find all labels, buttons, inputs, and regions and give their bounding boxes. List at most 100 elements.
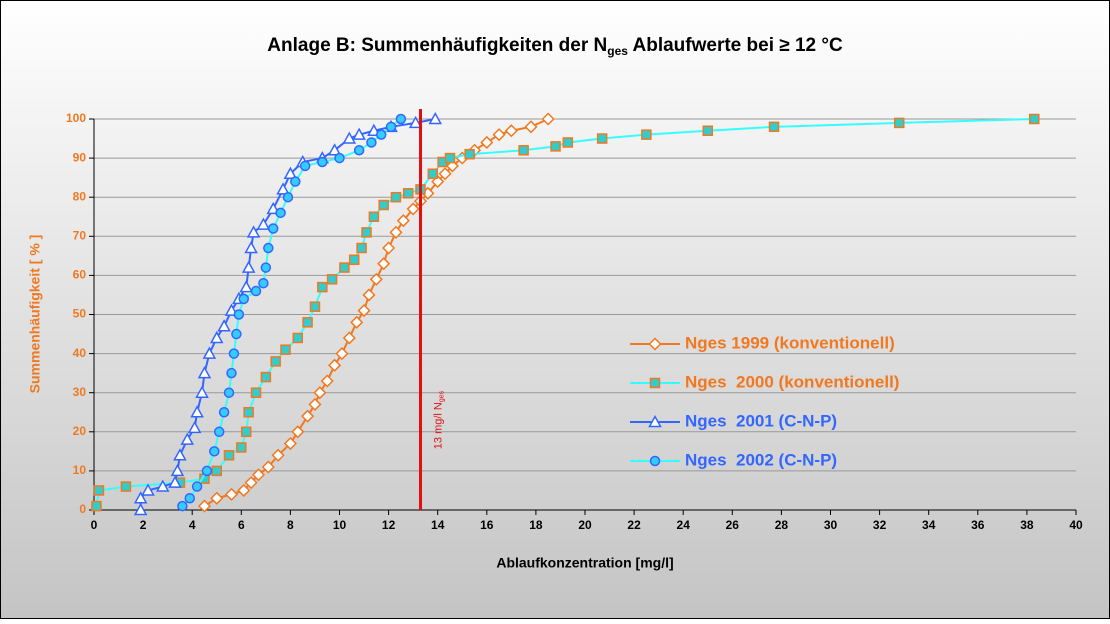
marker	[201, 465, 213, 477]
marker	[385, 121, 397, 133]
marker	[197, 366, 212, 379]
marker	[406, 202, 420, 216]
marker	[524, 120, 538, 134]
marker	[256, 217, 271, 230]
marker	[356, 242, 367, 254]
marker	[649, 377, 661, 389]
marker	[308, 397, 322, 411]
y-tick-label: 80	[73, 189, 87, 203]
marker	[377, 257, 391, 271]
marker	[893, 117, 905, 129]
marker	[236, 442, 247, 453]
marker	[275, 207, 286, 219]
marker	[260, 262, 272, 273]
marker	[1029, 113, 1040, 125]
title-rest: Ablaufwerte bei ≥ 12 °C	[628, 35, 843, 56]
marker	[320, 374, 334, 388]
marker	[184, 493, 195, 504]
marker	[352, 127, 366, 140]
y-tick-label: 90	[73, 150, 87, 164]
marker	[209, 446, 220, 457]
series	[177, 113, 407, 512]
marker	[223, 387, 235, 398]
marker	[361, 227, 372, 238]
marker	[328, 358, 342, 372]
marker	[702, 125, 713, 136]
marker	[211, 465, 222, 477]
marker	[444, 152, 456, 164]
marker	[271, 448, 285, 462]
marker	[396, 214, 410, 228]
marker	[238, 293, 250, 305]
marker	[267, 223, 279, 234]
marker	[217, 319, 231, 332]
y-tick-label: 30	[73, 385, 87, 399]
x-tick-label: 26	[726, 518, 740, 532]
marker	[261, 460, 275, 474]
marker	[177, 500, 188, 512]
marker	[170, 463, 185, 477]
marker	[299, 160, 311, 172]
marker	[350, 315, 364, 329]
marker	[291, 425, 305, 439]
y-axis-label: Summenhäufigkeit [ % ]	[27, 235, 43, 394]
marker	[390, 191, 402, 203]
marker	[334, 152, 345, 164]
marker	[326, 274, 338, 285]
marker	[246, 225, 261, 238]
series-line	[139, 118, 436, 510]
threshold-label-main: 13 mg/l N	[432, 402, 444, 449]
marker	[120, 481, 132, 492]
marker	[233, 309, 245, 320]
x-tick-label: 10	[333, 518, 347, 532]
legend-label: Nges 2002 (C-N-P)	[685, 450, 837, 469]
marker	[541, 112, 555, 126]
marker	[641, 129, 652, 140]
marker	[241, 260, 256, 273]
x-tick-label: 36	[971, 518, 985, 532]
marker	[223, 450, 235, 461]
marker	[369, 272, 383, 286]
marker	[239, 280, 253, 293]
marker	[282, 191, 294, 203]
title-main: Anlage B: Summenhäufigkeiten der N	[267, 35, 607, 56]
marker	[250, 387, 262, 398]
marker	[210, 491, 224, 505]
x-tick-label: 20	[578, 518, 592, 532]
marker	[309, 301, 321, 312]
marker	[292, 332, 304, 344]
marker	[504, 124, 518, 138]
marker	[240, 426, 252, 438]
y-tick-label: 60	[73, 268, 87, 282]
x-tick-label: 16	[480, 518, 494, 532]
marker	[342, 331, 356, 345]
marker	[649, 455, 661, 467]
x-tick-label: 40	[1069, 518, 1083, 532]
x-tick-label: 2	[140, 518, 147, 532]
x-tick-label: 6	[238, 518, 245, 532]
y-tick-label: 10	[73, 463, 87, 477]
x-tick-label: 34	[922, 518, 936, 532]
marker	[93, 485, 105, 496]
marker	[228, 348, 240, 359]
marker	[648, 337, 662, 351]
x-tick-label: 24	[677, 518, 691, 532]
marker	[339, 262, 350, 273]
legend-label: Nges 2001 (C-N-P)	[685, 411, 837, 430]
marker	[202, 346, 217, 359]
marker	[648, 414, 662, 428]
marker	[327, 143, 342, 156]
series	[197, 112, 555, 513]
marker	[492, 128, 506, 142]
x-tick-label: 18	[529, 518, 543, 532]
marker	[357, 304, 371, 318]
marker	[213, 426, 225, 438]
marker	[226, 367, 237, 379]
marker	[258, 277, 269, 289]
y-tick-label: 0	[79, 502, 86, 516]
legend-label: Nges 1999 (konventionell)	[685, 333, 895, 352]
marker	[190, 405, 204, 418]
marker	[290, 176, 301, 187]
marker	[427, 168, 439, 179]
